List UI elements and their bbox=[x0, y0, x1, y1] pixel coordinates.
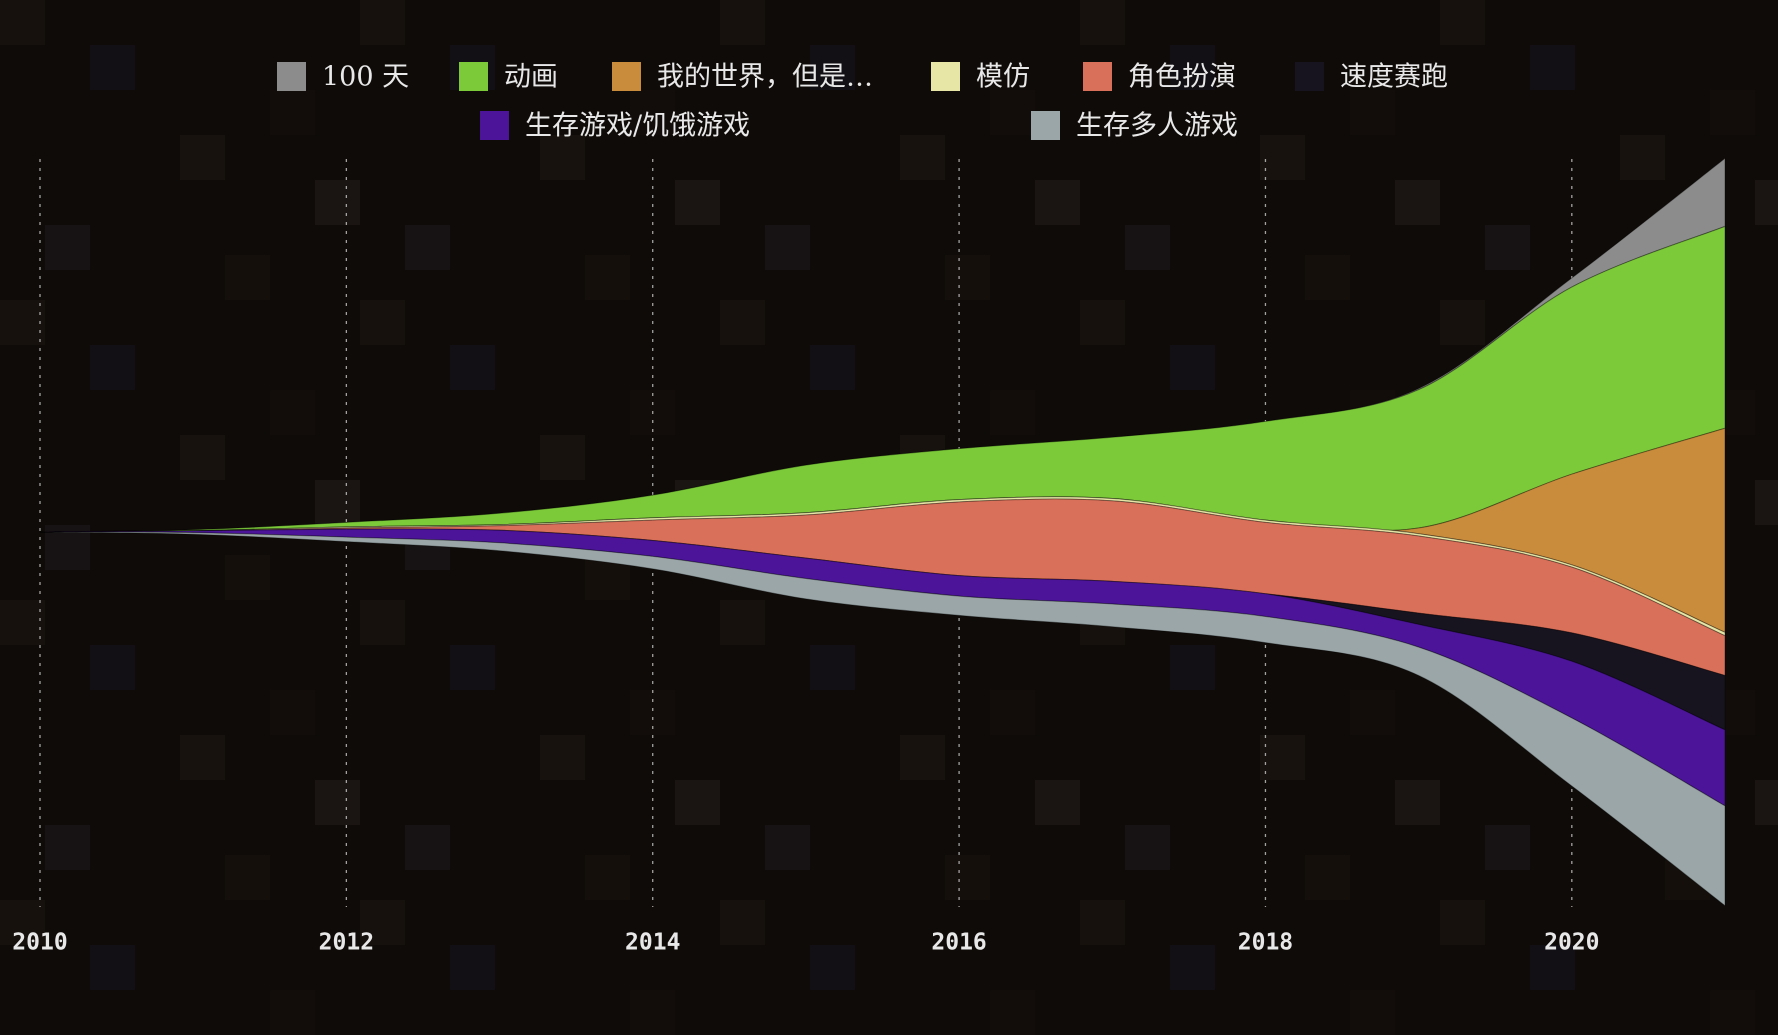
legend-swatch bbox=[1295, 62, 1324, 91]
legend-label: 生存多人游戏 bbox=[1076, 111, 1238, 142]
stream-area bbox=[39, 531, 1726, 907]
legend-label: 角色扮演 bbox=[1128, 62, 1236, 93]
legend-label: 我的世界，但是… bbox=[657, 62, 873, 93]
legend-swatch bbox=[480, 111, 509, 140]
legend-swatch bbox=[277, 62, 306, 91]
x-tick-label: 2018 bbox=[1238, 930, 1293, 956]
legend-swatch bbox=[1031, 111, 1060, 140]
legend-label: 动画 bbox=[504, 62, 558, 93]
legend-label: 模仿 bbox=[976, 62, 1030, 93]
legend-label: 100 天 bbox=[322, 62, 409, 93]
legend-swatch bbox=[612, 62, 641, 91]
x-tick-label: 2010 bbox=[12, 930, 67, 956]
x-tick-label: 2012 bbox=[319, 930, 374, 956]
stream-area bbox=[39, 157, 1726, 533]
legend-label: 速度赛跑 bbox=[1340, 62, 1448, 93]
x-tick-label: 2014 bbox=[625, 930, 680, 956]
legend-swatch bbox=[459, 62, 488, 91]
legend-label: 生存游戏/饥饿游戏 bbox=[525, 111, 750, 142]
legend-swatch bbox=[1083, 62, 1112, 91]
x-tick-label: 2020 bbox=[1544, 930, 1599, 956]
x-tick-label: 2016 bbox=[931, 930, 986, 956]
legend-swatch bbox=[931, 62, 960, 91]
